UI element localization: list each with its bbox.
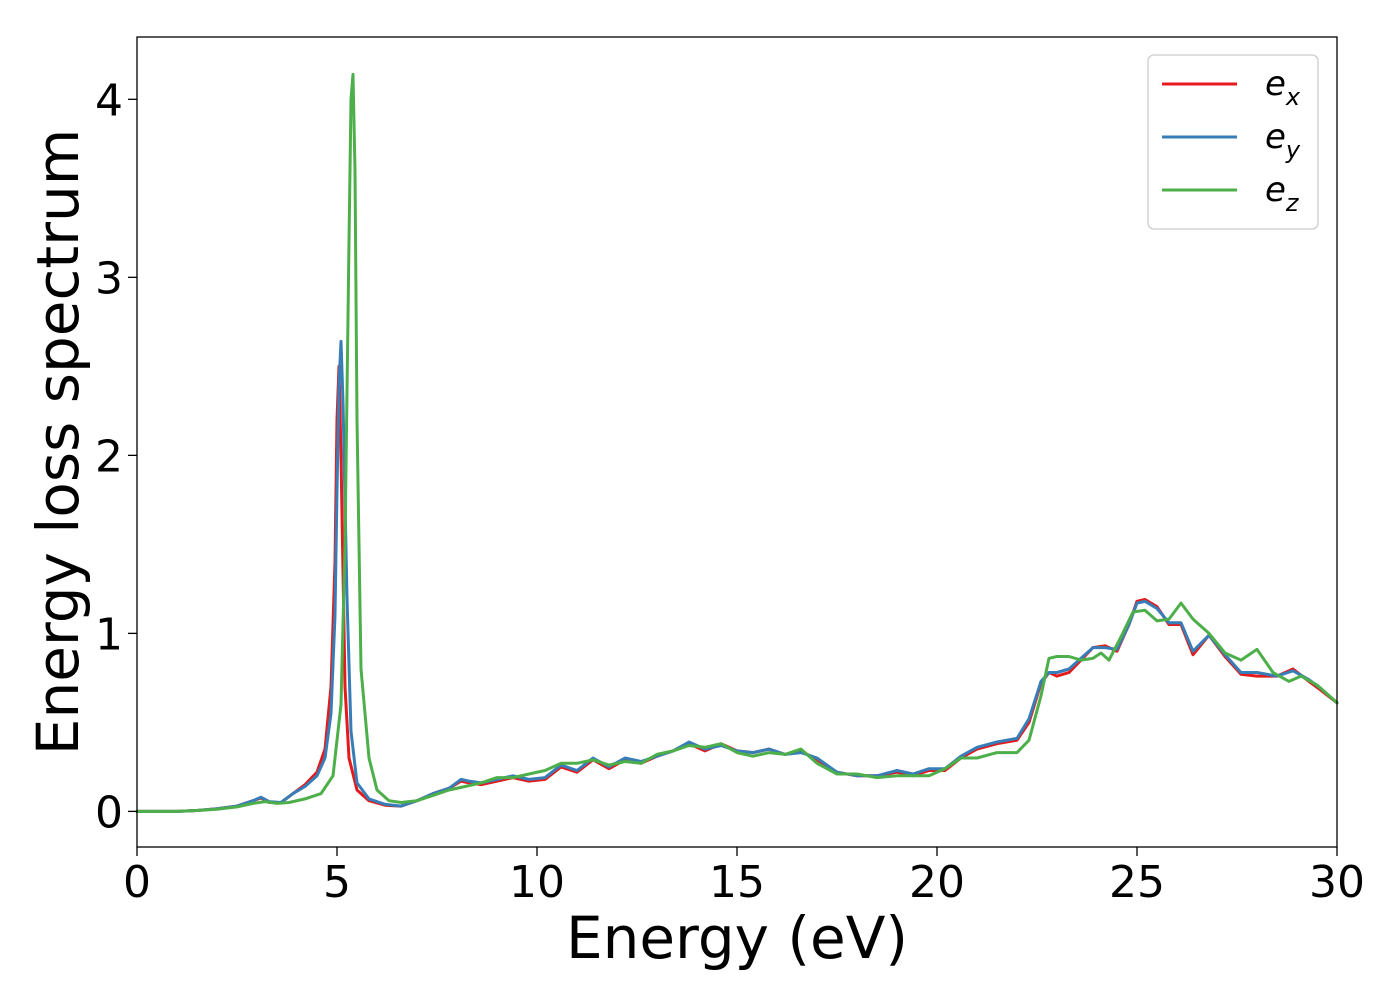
y-tick-label: 3 [95, 253, 123, 304]
x-axis-label: Energy (eV) [566, 904, 908, 972]
y-axis-label: Energy loss spectrum [24, 129, 92, 755]
y-tick-label: 2 [95, 431, 123, 482]
x-tick-label: 10 [509, 857, 565, 908]
x-tick-label: 15 [709, 857, 765, 908]
x-axis-ticks: 0 5 10 15 20 25 30 [123, 847, 1365, 908]
x-tick-label: 5 [323, 857, 351, 908]
x-tick-label: 25 [1109, 857, 1165, 908]
x-tick-label: 0 [123, 857, 151, 908]
x-tick-label: 30 [1309, 857, 1365, 908]
y-tick-label: 0 [95, 787, 123, 838]
y-axis-ticks: 0 1 2 3 4 [95, 75, 137, 838]
x-tick-label: 20 [909, 857, 965, 908]
series-line-z [135, 72, 1339, 813]
legend-box [1147, 54, 1319, 230]
series-layer [135, 72, 1339, 813]
y-tick-label: 4 [95, 75, 123, 126]
y-tick-label: 1 [95, 609, 123, 660]
